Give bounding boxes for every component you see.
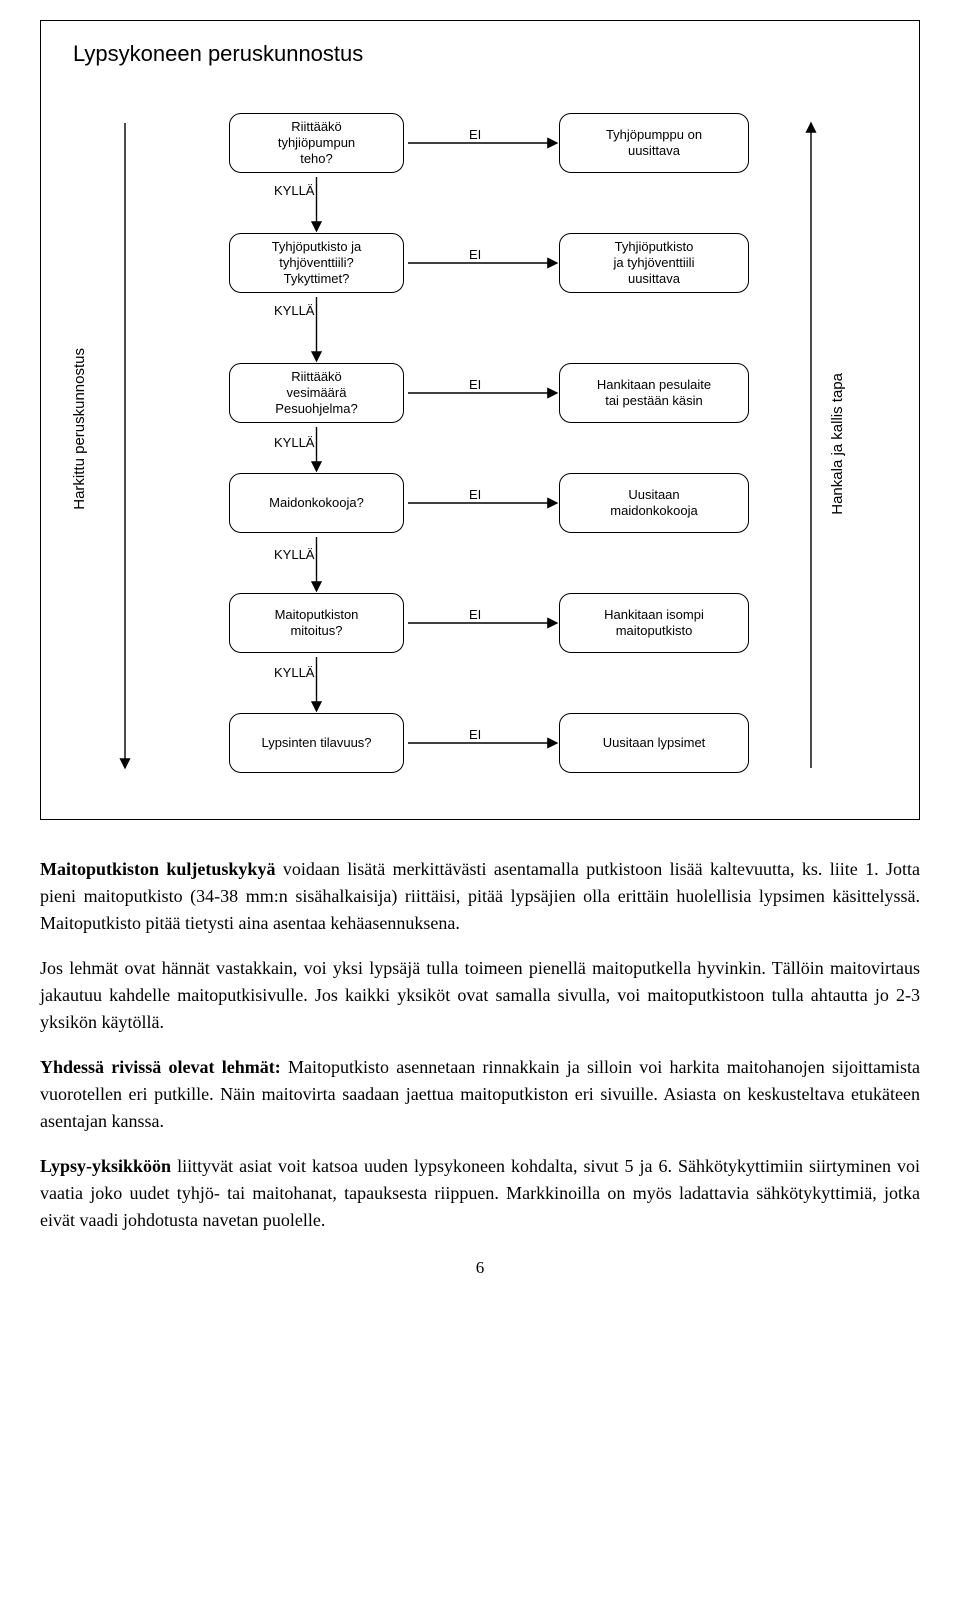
page-number: 6 — [40, 1258, 920, 1278]
bold-run: Yhdessä rivissä olevat lehmät: — [40, 1057, 281, 1077]
edge-label-yes-4: KYLLÄ — [274, 547, 314, 562]
paragraph-4: Lypsy-yksikköön liittyvät asiat voit kat… — [40, 1153, 920, 1234]
paragraph-3: Yhdessä rivissä olevat lehmät: Maitoputk… — [40, 1054, 920, 1135]
body-text: Maitoputkiston kuljetuskykyä voidaan lis… — [40, 856, 920, 1234]
edge-label-yes-5: KYLLÄ — [274, 665, 314, 680]
flow-node-q2: Tyhjöputkisto ja tyhjöventtiili? Tykytti… — [229, 233, 404, 293]
flow-arrows — [69, 83, 891, 835]
flow-node-a5: Hankitaan isompi maitoputkisto — [559, 593, 749, 653]
edge-label-no-5: EI — [469, 607, 481, 622]
flow-node-a4: Uusitaan maidonkokooja — [559, 473, 749, 533]
text-run: liittyvät asiat voit katsoa uuden lypsyk… — [40, 1156, 920, 1230]
left-axis-label: Harkittu peruskunnostus — [71, 348, 88, 510]
flow-node-a6: Uusitaan lypsimet — [559, 713, 749, 773]
flow-node-q6: Lypsinten tilavuus? — [229, 713, 404, 773]
page: Lypsykoneen peruskunnostus Harkittu peru… — [0, 0, 960, 1318]
paragraph-2: Jos lehmät ovat hännät vastakkain, voi y… — [40, 955, 920, 1036]
flow-node-q1: Riittääkö tyhjiöpumpun teho? — [229, 113, 404, 173]
paragraph-1: Maitoputkiston kuljetuskykyä voidaan lis… — [40, 856, 920, 937]
flow-node-q5: Maitoputkiston mitoitus? — [229, 593, 404, 653]
bold-run: Lypsy-yksikköön — [40, 1156, 171, 1176]
flow-node-a2: Tyhjiöputkisto ja tyhjöventtiili uusitta… — [559, 233, 749, 293]
right-axis-label: Hankala ja kallis tapa — [829, 373, 846, 515]
edge-label-no-1: EI — [469, 127, 481, 142]
flowchart-diagram: Lypsykoneen peruskunnostus Harkittu peru… — [40, 20, 920, 820]
edge-label-no-2: EI — [469, 247, 481, 262]
edge-label-no-6: EI — [469, 727, 481, 742]
text-run: Jos lehmät ovat hännät vastakkain, voi y… — [40, 958, 920, 1032]
edge-label-yes-1: KYLLÄ — [274, 183, 314, 198]
bold-run: Maitoputkiston kuljetuskykyä — [40, 859, 275, 879]
flow-area: Harkittu peruskunnostus Hankala ja kalli… — [69, 83, 891, 835]
flow-node-a1: Tyhjöpumppu on uusittava — [559, 113, 749, 173]
flow-node-q3: Riittääkö vesimäärä Pesuohjelma? — [229, 363, 404, 423]
edge-label-no-4: EI — [469, 487, 481, 502]
flow-node-q4: Maidonkokooja? — [229, 473, 404, 533]
edge-label-yes-3: KYLLÄ — [274, 435, 314, 450]
edge-label-yes-2: KYLLÄ — [274, 303, 314, 318]
diagram-title: Lypsykoneen peruskunnostus — [73, 41, 891, 67]
edge-label-no-3: EI — [469, 377, 481, 392]
flow-node-a3: Hankitaan pesulaite tai pestään käsin — [559, 363, 749, 423]
